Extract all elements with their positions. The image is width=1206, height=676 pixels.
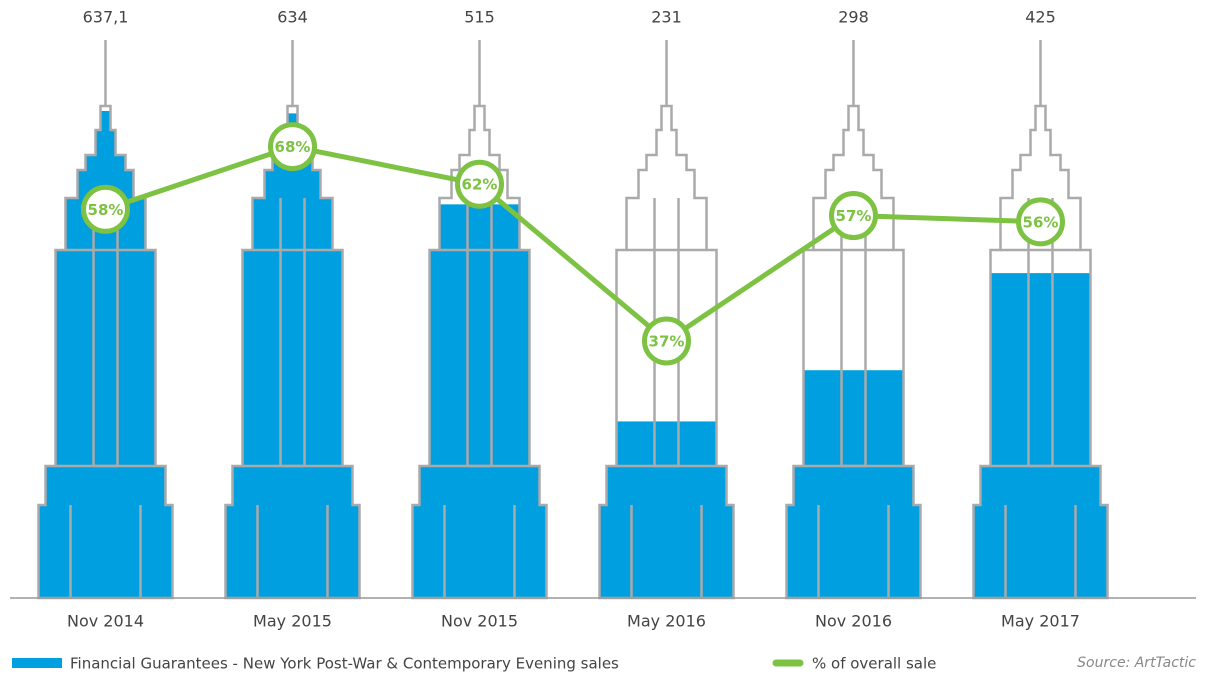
value-label: 298 — [838, 8, 869, 27]
x-tick-label: May 2017 — [1001, 612, 1080, 631]
source: Source: ArtTactic — [1077, 655, 1196, 671]
bar — [600, 421, 734, 598]
legend-swatch — [12, 658, 62, 668]
page: {"chart_data": {"type": "bar", "categori… — [0, 0, 1206, 676]
point-label: 57% — [836, 207, 872, 225]
point-label: 58% — [88, 201, 124, 219]
point-label: 56% — [1023, 213, 1059, 231]
x-tick-label: May 2016 — [627, 612, 706, 631]
point-label: 62% — [462, 176, 498, 194]
bar — [413, 204, 547, 598]
chart: Source: ArtTactic 637,1 Nov 2014 634 May 20… — [0, 0, 1206, 676]
bar — [226, 113, 360, 598]
legend-label: % of overall sale — [812, 655, 936, 673]
value-label: 637,1 — [83, 8, 129, 27]
value-label: 634 — [277, 8, 308, 27]
bar — [787, 370, 921, 598]
legend-label: Financial Guarantees - New York Post-War… — [70, 655, 619, 673]
x-tick-label: Nov 2015 — [441, 612, 518, 631]
bar — [974, 273, 1108, 598]
point-label: 68% — [275, 138, 311, 156]
x-tick-label: Nov 2014 — [67, 612, 144, 631]
bar — [39, 111, 173, 598]
value-label: 515 — [464, 8, 495, 27]
x-tick-label: Nov 2016 — [815, 612, 892, 631]
value-label: 425 — [1025, 8, 1056, 27]
point-label: 37% — [649, 332, 685, 350]
x-tick-label: May 2015 — [253, 612, 332, 631]
value-label: 231 — [651, 8, 682, 27]
